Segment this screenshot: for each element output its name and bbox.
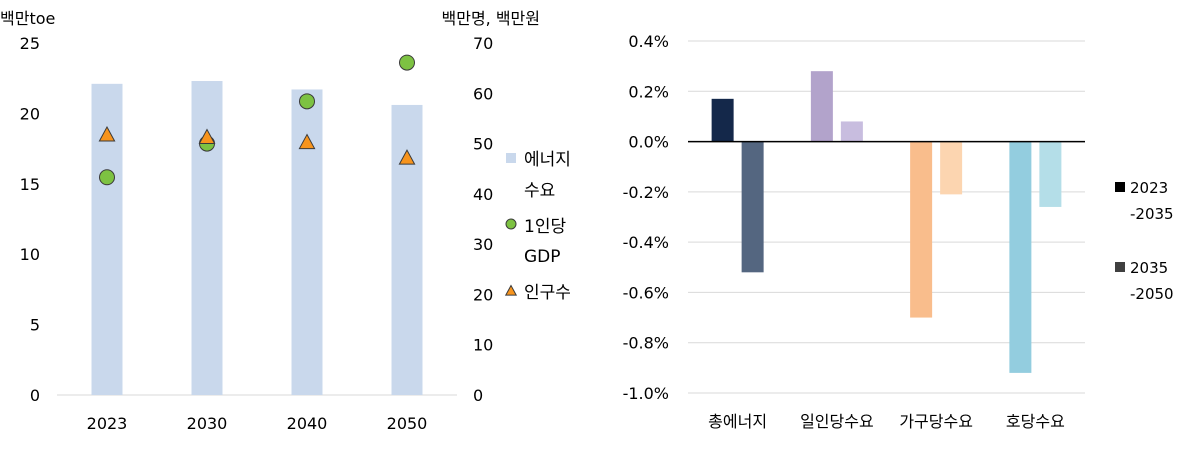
right-y-tick-label: -0.8% <box>623 334 669 353</box>
right-y-tick-label: -0.2% <box>623 183 669 202</box>
right-x-tick-label: 호당수요 <box>1006 412 1065 431</box>
legend-population-label: 인구수 <box>524 283 571 303</box>
right-chart-axes: -1.0% -0.8% -0.6% -0.4% -0.2% 0.0% 0.2% 0.4% 총에너… <box>623 32 1085 431</box>
gdp-per-capita-point <box>399 54 415 71</box>
legend-gdp-label: 1인당 <box>524 217 566 237</box>
legend-energy-demand-swatch <box>506 153 516 163</box>
growth-2023-2035-bar <box>1009 141 1032 373</box>
right-y-tick-label: 70 <box>473 34 493 53</box>
growth-2023-2035-bar <box>910 141 933 318</box>
growth-2035-2050-bar <box>741 141 764 273</box>
energy-demand-combo-chart: 백만toe 백만명, 백만원051015202501020304050607020… <box>0 9 571 433</box>
left-x-tick-label: 2050 <box>387 414 428 433</box>
legend-2035-2050-label: -2050 <box>1130 285 1174 303</box>
legend-2035-2050-label: 2035 <box>1130 259 1168 277</box>
left-y-tick-label: 15 <box>20 175 40 194</box>
left-y-tick-label: 20 <box>20 104 40 123</box>
population-point <box>398 149 416 165</box>
growth-2035-2050-bar <box>840 121 863 142</box>
right-y-tick-label: 50 <box>473 135 493 154</box>
right-axis-unit-label: 백만명, 백만원 <box>442 9 541 28</box>
left-y-tick-label: 5 <box>30 316 40 335</box>
gdp-per-capita-point <box>299 93 315 110</box>
right-chart-gridlines <box>688 40 1085 394</box>
right-y-tick-label: -0.4% <box>623 233 669 252</box>
right-chart-legend: 2023 -2035 2035 -2050 <box>1115 179 1174 303</box>
growth-rate-bars <box>711 71 1062 373</box>
gdp-per-capita-point <box>99 169 115 186</box>
left-chart-axes: 백만toe 백만명, 백만원051015202501020304050607020… <box>0 9 540 433</box>
legend-2023-2035-swatch <box>1115 182 1125 192</box>
left-y-tick-label: 25 <box>20 34 40 53</box>
right-x-tick-label: 일인당수요 <box>800 412 874 431</box>
right-y-tick-label: -1.0% <box>623 384 669 403</box>
right-y-tick-label: -0.6% <box>623 283 669 302</box>
left-y-tick-label: 10 <box>20 245 40 264</box>
legend-2023-2035-label: -2035 <box>1130 205 1174 223</box>
legend-2023-2035-label: 2023 <box>1130 179 1168 197</box>
right-y-tick-label: 30 <box>473 235 493 254</box>
gdp-population-markers <box>98 54 416 186</box>
right-y-tick-label: 40 <box>473 185 493 204</box>
left-x-tick-label: 2040 <box>287 414 328 433</box>
growth-2023-2035-bar <box>711 98 734 142</box>
left-x-tick-label: 2023 <box>87 414 128 433</box>
right-y-tick-label: 20 <box>473 285 493 304</box>
right-y-tick-label: 10 <box>473 336 493 355</box>
right-y-tick-label: 60 <box>473 84 493 103</box>
right-y-tick-label: 0.4% <box>628 32 669 51</box>
right-y-tick-label: 0.0% <box>628 133 669 152</box>
right-y-tick-label: 0 <box>473 386 483 405</box>
legend-2035-2050-swatch <box>1115 262 1125 272</box>
energy-demand-bar <box>191 81 223 396</box>
energy-demand-bars <box>91 81 423 396</box>
population-point <box>98 125 116 142</box>
legend-gdp-swatch <box>505 218 517 230</box>
legend-population-swatch <box>504 284 518 296</box>
legend-energy-demand-label: 수요 <box>524 181 555 201</box>
right-x-tick-label: 총에너지 <box>708 412 767 431</box>
legend-gdp-label: GDP <box>524 247 561 267</box>
right-x-tick-label: 가구당수요 <box>899 412 973 431</box>
left-y-tick-label: 0 <box>30 386 40 405</box>
legend-energy-demand-label: 에너지 <box>524 150 571 170</box>
right-y-tick-label: 0.2% <box>628 82 669 101</box>
growth-2035-2050-bar <box>940 141 963 195</box>
growth-2035-2050-bar <box>1039 141 1062 207</box>
population-point <box>198 128 216 145</box>
left-axis-unit-label: 백만toe <box>0 9 55 28</box>
energy-demand-bar <box>391 104 423 396</box>
population-point <box>298 133 316 150</box>
left-x-tick-label: 2030 <box>187 414 228 433</box>
growth-2023-2035-bar <box>810 71 833 142</box>
